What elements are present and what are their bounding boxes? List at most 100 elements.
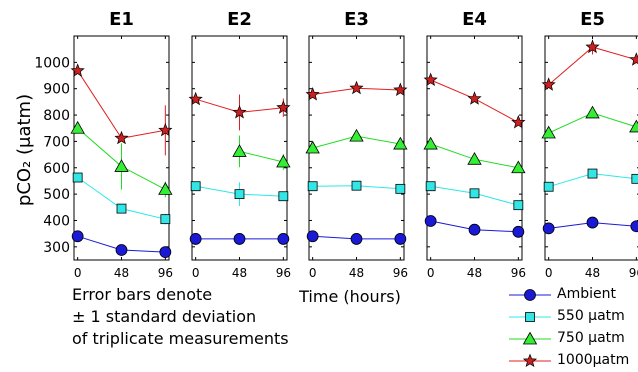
series-t1000 — [70, 63, 173, 156]
data-point — [467, 91, 482, 105]
data-point — [116, 203, 127, 214]
x-tick-label: 0 — [192, 266, 200, 280]
x-tick-label: 48 — [114, 266, 129, 280]
y-axis-label: pCO₂ (μatm) — [14, 94, 35, 206]
series-t550 — [72, 172, 171, 225]
data-point — [188, 91, 203, 106]
data-point — [542, 222, 555, 235]
note-line-1: Error bars denote — [72, 285, 213, 304]
data-point — [306, 230, 319, 243]
x-tick-label: 48 — [467, 266, 482, 280]
data-point — [424, 215, 437, 227]
note-line-2: ± 1 standard deviation — [72, 307, 257, 326]
y-tick-label: 600 — [43, 161, 70, 177]
legend-item-750: 750 μatm — [507, 328, 638, 350]
data-point — [393, 136, 408, 150]
series-t750 — [541, 105, 638, 139]
data-point — [349, 80, 364, 95]
data-point — [468, 223, 481, 236]
data-point — [425, 181, 436, 192]
data-point — [585, 39, 600, 54]
data-point — [543, 181, 554, 192]
panel-e2: E2 0 48 96 — [188, 9, 291, 280]
data-point — [395, 183, 406, 194]
legend-marker — [522, 353, 538, 368]
x-tick-label: 0 — [545, 266, 553, 280]
data-point — [114, 159, 129, 172]
y-tick-label: 400 — [43, 213, 70, 229]
data-point — [190, 181, 201, 192]
panel-title: E3 — [344, 9, 369, 30]
x-tick-label: 96 — [393, 266, 408, 280]
legend-item-550: 550 μatm — [507, 306, 638, 328]
series-line — [77, 70, 166, 139]
panel-e3: E3 0 48 96 — [305, 9, 408, 280]
panel-title: E1 — [109, 9, 134, 30]
data-point — [305, 87, 320, 101]
y-tick-label: 700 — [43, 134, 70, 150]
data-point — [541, 125, 556, 139]
panel-e1: E1 300 400 500 600 700 800 900 1000 0 48 96 — [34, 9, 173, 280]
data-point — [511, 160, 526, 174]
x-tick-label: 48 — [349, 266, 364, 280]
x-tick-label: 0 — [309, 266, 317, 280]
series-t1000 — [188, 91, 291, 131]
data-point — [234, 189, 245, 200]
series-t750 — [305, 128, 408, 154]
data-point — [586, 216, 599, 229]
data-point — [585, 105, 600, 119]
data-point — [393, 82, 408, 97]
series-t1000 — [541, 39, 638, 91]
data-point — [72, 172, 83, 183]
data-point — [423, 136, 438, 150]
data-point — [277, 233, 290, 245]
data-point — [350, 233, 363, 245]
legend-item-1000: 1000μatm — [507, 350, 638, 372]
panel-frame — [308, 35, 405, 261]
x-tick-label: 0 — [427, 266, 435, 280]
series-ambient — [71, 230, 172, 258]
series-t750 — [232, 135, 291, 170]
series-ambient — [306, 230, 407, 245]
legend-label-ambient: Ambient — [557, 286, 616, 302]
error-bar-note: Error bars denote ± 1 standard deviation… — [72, 284, 289, 350]
data-point — [305, 140, 320, 154]
y-tick-label: 300 — [43, 240, 70, 256]
series-t550 — [425, 181, 524, 211]
data-point — [232, 104, 247, 119]
data-point — [70, 120, 85, 134]
series-ambient — [424, 215, 525, 238]
data-point — [114, 130, 129, 145]
legend-marker — [524, 289, 536, 301]
y-tick-label: 800 — [43, 108, 70, 124]
data-point — [394, 233, 407, 245]
x-tick-label: 96 — [511, 266, 526, 280]
data-point — [189, 233, 202, 245]
data-point — [469, 188, 480, 199]
data-point — [629, 119, 638, 133]
legend-item-ambient: Ambient — [507, 284, 638, 306]
series-t550 — [543, 168, 638, 192]
legend-label-550: 550 μatm — [557, 308, 625, 324]
legend-label-750: 750 μatm — [557, 330, 625, 346]
series-t550 — [307, 180, 406, 194]
series-t750 — [70, 120, 173, 198]
note-line-3: of triplicate measurements — [72, 329, 289, 348]
series-line — [239, 150, 284, 163]
data-point — [160, 214, 171, 225]
y-tick-label: 500 — [43, 187, 70, 203]
x-axis-label: Time (hours) — [298, 287, 401, 306]
series-t1000 — [305, 80, 408, 101]
legend: Ambient 550 μatm 750 μatm 1000μatm — [507, 284, 638, 372]
panel-e5: E5 0 48 96 — [541, 9, 638, 280]
data-point — [631, 173, 638, 184]
legend-marker — [522, 331, 538, 345]
series-t750 — [423, 136, 526, 174]
data-point — [349, 128, 364, 142]
x-tick-label: 48 — [232, 266, 247, 280]
data-point — [467, 152, 482, 165]
panel-title: E5 — [580, 9, 605, 30]
legend-marker — [525, 312, 535, 322]
data-point — [629, 52, 638, 66]
